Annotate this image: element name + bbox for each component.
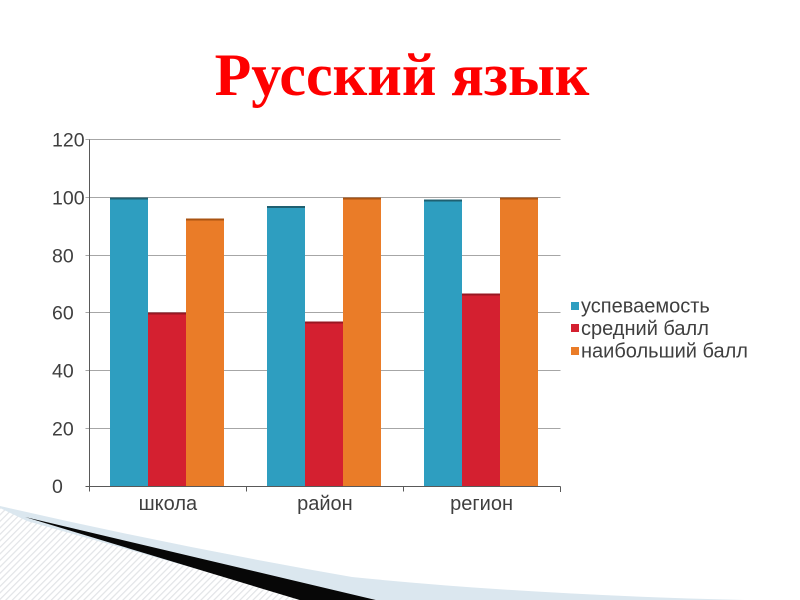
svg-text:100: 100 bbox=[52, 187, 85, 209]
svg-text:80: 80 bbox=[52, 245, 74, 267]
svg-text:60: 60 bbox=[52, 302, 74, 324]
svg-text:40: 40 bbox=[52, 360, 74, 382]
svg-text:120: 120 bbox=[52, 129, 85, 151]
svg-text:регион: регион bbox=[450, 493, 513, 515]
svg-text:20: 20 bbox=[52, 418, 74, 440]
svg-text:успеваемость: успеваемость bbox=[581, 296, 710, 318]
svg-text:район: район bbox=[297, 493, 353, 515]
svg-text:наибольший балл: наибольший балл bbox=[581, 340, 748, 362]
svg-text:0: 0 bbox=[52, 476, 63, 498]
svg-text:школа: школа bbox=[139, 493, 198, 515]
svg-text:средний балл: средний балл bbox=[581, 318, 709, 340]
